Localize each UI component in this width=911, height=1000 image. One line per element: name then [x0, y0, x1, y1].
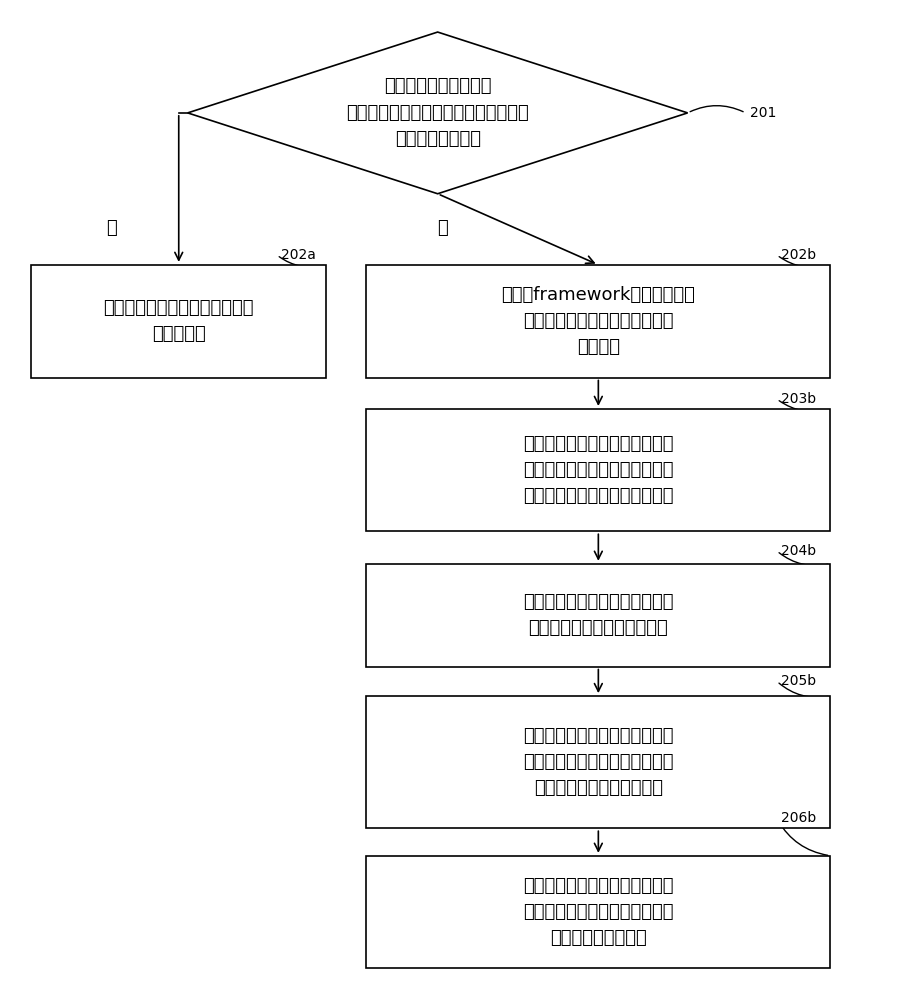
- Text: 206b: 206b: [782, 812, 816, 826]
- Text: 当所述缓存文件中的处理记录大
于预设阈值时，将所述处理记录
更新至预置数据库中: 当所述缓存文件中的处理记录大 于预设阈值时，将所述处理记录 更新至预置数据库中: [523, 877, 673, 947]
- FancyBboxPatch shape: [366, 696, 831, 828]
- Text: 203b: 203b: [782, 392, 816, 406]
- FancyBboxPatch shape: [31, 265, 326, 377]
- Text: 201: 201: [750, 106, 776, 120]
- FancyBboxPatch shape: [366, 564, 831, 667]
- Text: 根据用户操作的行为数据启动所
述应用程序: 根据用户操作的行为数据启动所 述应用程序: [104, 299, 254, 343]
- Text: 按照预设时间间隔统计所述应用
程序自启动的处理记录，将所述
处理记录存放至缓存文件中: 按照预设时间间隔统计所述应用 程序自启动的处理记录，将所述 处理记录存放至缓存文…: [523, 727, 673, 797]
- Text: 204b: 204b: [782, 544, 816, 558]
- FancyBboxPatch shape: [366, 265, 831, 377]
- Text: 否: 否: [436, 219, 447, 237]
- Text: 当应用程序对应的自启动模式为
服务启动模式时，配置与所述服
务启动模式对应的应用处理策略: 当应用程序对应的自启动模式为 服务启动模式时，配置与所述服 务启动模式对应的应用…: [523, 435, 673, 505]
- Text: 是: 是: [107, 219, 118, 237]
- FancyBboxPatch shape: [366, 856, 831, 968]
- Text: 202a: 202a: [281, 248, 316, 262]
- Text: 通过在framework层调用检测函
数来获取所述应用程序对应的自
启动模式: 通过在framework层调用检测函 数来获取所述应用程序对应的自 启动模式: [501, 286, 695, 356]
- Text: 205b: 205b: [782, 674, 816, 688]
- Text: 根据所述应用处理策略对所述应
用程序的自启动请求进行处理: 根据所述应用处理策略对所述应 用程序的自启动请求进行处理: [523, 593, 673, 637]
- Polygon shape: [188, 32, 688, 194]
- Text: 202b: 202b: [782, 248, 816, 262]
- FancyBboxPatch shape: [366, 409, 831, 531]
- Text: 接收应用程序的自启动
请求，判断所述应用程序的启动方式是
否为界面启动方式: 接收应用程序的自启动 请求，判断所述应用程序的启动方式是 否为界面启动方式: [346, 78, 529, 148]
